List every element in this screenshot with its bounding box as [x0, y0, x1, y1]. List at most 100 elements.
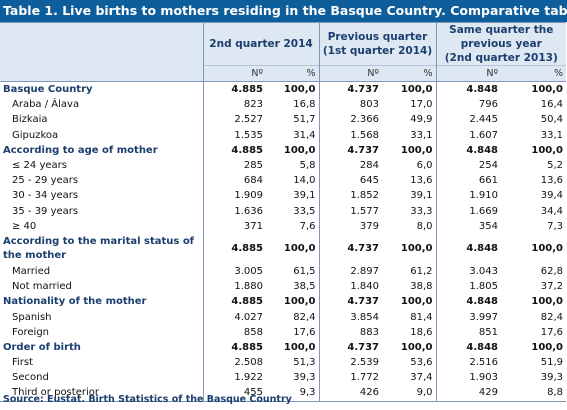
count-cell: 455 — [202, 385, 266, 402]
percent-cell: 100,0 — [283, 341, 316, 353]
percent-cell: 100,0 — [400, 341, 433, 353]
percent-cell: 8,8 — [501, 385, 567, 402]
table-row: Order of birth 4.885 100,0 4.737 100,0 4.848 1… — [0, 339, 566, 355]
percent-cell: 39,1 — [410, 190, 433, 202]
births-table: 2nd quarter 2014 Previous quarter (1st qu… — [0, 22, 567, 402]
percent-cell: 38,8 — [410, 281, 433, 293]
percent-cell: 33,5 — [293, 205, 316, 217]
header-same-quarter-previous-year: Same quarter the previous year (2nd quarte… — [435, 22, 567, 66]
count-cell: 4.737 — [318, 339, 382, 355]
percent-cell: 5,2 — [547, 160, 564, 172]
count-cell: 379 — [318, 218, 382, 234]
percent-cell: 100,0 — [400, 296, 433, 308]
percent-cell: 5,8 — [299, 160, 316, 172]
table-row: Not married 1.880 38,5 1.840 38,8 1.805 37,2 — [0, 279, 566, 295]
count-cell: 3.043 — [435, 263, 501, 280]
percent-cell: 17,6 — [293, 326, 316, 338]
count-cell: 4.737 — [318, 81, 382, 98]
row-label: ≥ 40 — [12, 220, 37, 232]
subheader-num: Nº — [435, 65, 501, 82]
percent-cell: 100,0 — [283, 296, 316, 308]
percent-cell: 100,0 — [283, 144, 316, 156]
table-row: Married 3.005 61,5 2.897 61,2 3.043 62,8 — [0, 263, 566, 280]
percent-cell: 9,3 — [266, 385, 319, 402]
row-label: Bizkaia — [12, 114, 48, 126]
count-cell: 4.848 — [435, 339, 501, 355]
count-cell: 284 — [318, 157, 382, 174]
percent-cell: 100,0 — [400, 242, 433, 254]
header-current-quarter: 2nd quarter 2014 — [202, 22, 319, 66]
count-cell: 661 — [435, 173, 501, 189]
count-cell: 2.539 — [318, 355, 382, 371]
count-cell: 1.909 — [202, 188, 266, 204]
count-cell: 4.737 — [318, 142, 382, 158]
count-cell: 796 — [435, 97, 501, 113]
table-row: Third or posterior 455 9,3 426 9,0 429 8,8 — [0, 385, 567, 402]
table-row: 30 - 34 years 1.909 39,1 1.852 39,1 1.910 39,4 — [0, 188, 566, 204]
percent-cell: 37,4 — [410, 372, 433, 384]
count-cell: 858 — [202, 324, 266, 340]
percent-cell: 100,0 — [283, 242, 316, 254]
percent-cell: 17,0 — [410, 99, 433, 111]
row-label: Married — [12, 265, 51, 277]
table-row: Spanish 4.027 82,4 3.854 81,4 3.997 82,4 — [0, 309, 566, 325]
count-cell: 4.027 — [202, 309, 266, 325]
percent-cell: 18,6 — [410, 326, 433, 338]
table-row: ≥ 40 371 7,6 379 8,0 354 7,3 — [0, 218, 566, 234]
percent-cell: 16,4 — [540, 99, 564, 111]
percent-cell: 51,3 — [293, 357, 316, 369]
row-label: Nationality of the mother — [3, 296, 147, 308]
count-cell: 4.848 — [435, 294, 501, 310]
percent-cell: 50,4 — [540, 114, 564, 126]
count-cell: 1.607 — [435, 127, 501, 143]
count-cell: 2.897 — [318, 263, 382, 280]
count-cell: 2.445 — [435, 112, 501, 128]
percent-cell: 100,0 — [283, 84, 316, 96]
count-cell: 1.852 — [318, 188, 382, 204]
percent-cell: 8,0 — [416, 220, 433, 232]
percent-cell: 13,6 — [410, 175, 433, 187]
percent-cell: 53,6 — [410, 357, 433, 369]
percent-cell: 7,3 — [547, 220, 564, 232]
count-cell: 4.848 — [435, 81, 501, 98]
percent-cell: 31,4 — [293, 129, 316, 141]
count-cell: 1.535 — [202, 127, 266, 143]
row-label: First — [12, 357, 34, 369]
count-cell: 1.772 — [318, 370, 382, 386]
percent-cell: 13,6 — [540, 175, 564, 187]
table-row: Bizkaia 2.527 51,7 2.366 49,9 2.445 50,4 — [0, 112, 566, 128]
percent-cell: 82,4 — [540, 311, 564, 323]
count-cell: 1.922 — [202, 370, 266, 386]
row-label: Not married — [12, 281, 72, 293]
count-cell: 4.848 — [435, 233, 501, 264]
percent-cell: 6,0 — [416, 160, 433, 172]
subheader-empty-cell — [0, 65, 203, 82]
table-row: Gipuzkoa 1.535 31,4 1.568 33,1 1.607 33,1 — [0, 127, 566, 143]
percent-cell: 39,4 — [540, 190, 564, 202]
percent-cell: 49,9 — [410, 114, 433, 126]
count-cell: 823 — [202, 97, 266, 113]
percent-cell: 33,1 — [540, 129, 564, 141]
source-note: Source: Eustat. Birth Statistics of the … — [3, 394, 292, 405]
count-cell: 1.910 — [435, 188, 501, 204]
table-row: Foreign 858 17,6 883 18,6 851 17,6 — [0, 324, 566, 340]
percent-cell: 34,4 — [540, 205, 564, 217]
header-previous-quarter: Previous quarter (1st quarter 2014) — [318, 22, 436, 66]
count-cell: 4.737 — [318, 294, 382, 310]
percent-cell: 7,6 — [299, 220, 316, 232]
count-cell: 426 — [318, 385, 382, 402]
count-cell: 803 — [318, 97, 382, 113]
row-label: Foreign — [12, 326, 50, 338]
row-label: According to age of mother — [3, 144, 158, 156]
count-cell: 883 — [318, 324, 382, 340]
row-label: According to the marital status of the m… — [3, 235, 195, 261]
count-cell: 1.669 — [435, 203, 501, 219]
subheader-num: Nº — [202, 65, 266, 82]
percent-cell: 100,0 — [531, 84, 564, 96]
percent-cell: 39,3 — [293, 372, 316, 384]
subheader-pct: % — [382, 65, 436, 82]
count-cell: 4.885 — [202, 294, 266, 310]
percent-cell: 61,2 — [410, 265, 433, 277]
count-cell: 1.568 — [318, 127, 382, 143]
count-cell: 4.885 — [202, 142, 266, 158]
